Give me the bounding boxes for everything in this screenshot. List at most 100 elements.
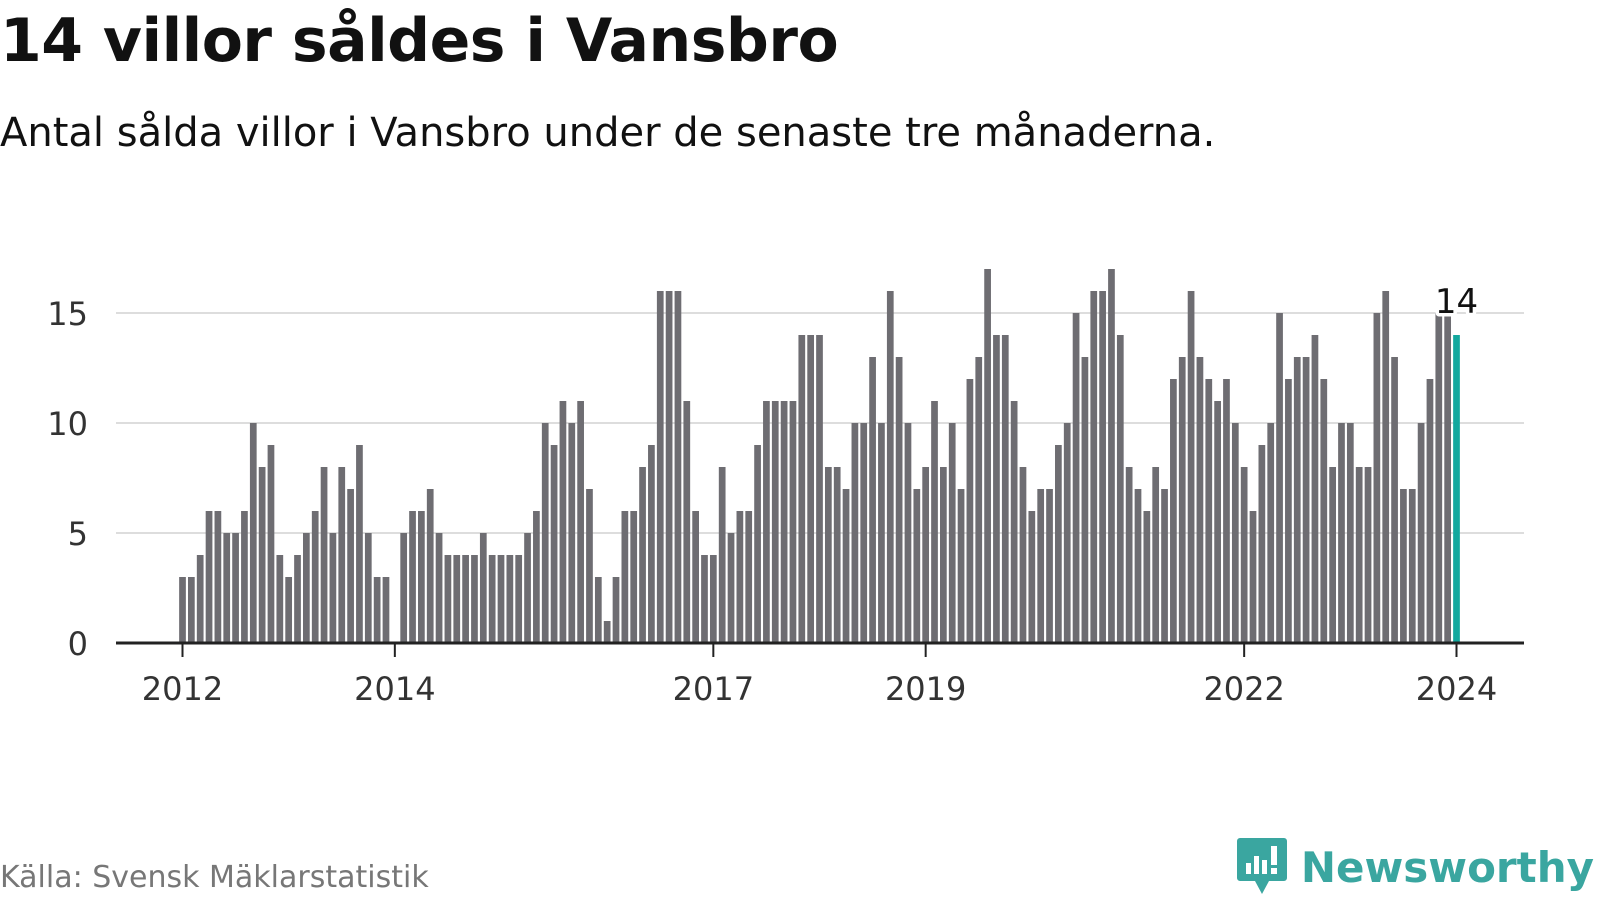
bar [1028, 511, 1036, 643]
bar [798, 335, 806, 643]
bar [1417, 423, 1425, 643]
bar [409, 511, 416, 643]
bar [1285, 379, 1292, 643]
bar [435, 533, 443, 643]
bar [692, 511, 699, 643]
bar [400, 533, 408, 643]
bar [347, 489, 354, 643]
bar [462, 555, 469, 643]
bar [205, 511, 213, 643]
bar [1267, 423, 1275, 643]
bar [586, 489, 593, 643]
bar [559, 401, 567, 643]
bar [621, 511, 629, 643]
bar [1019, 467, 1027, 643]
bar [1382, 291, 1390, 643]
bar [338, 467, 346, 643]
bar [984, 269, 991, 643]
bar [1426, 379, 1434, 643]
bar [630, 511, 638, 643]
bar [1214, 401, 1221, 643]
bar [648, 445, 655, 643]
bar [957, 489, 965, 643]
bar [550, 445, 558, 643]
bar [179, 577, 186, 643]
bar [1072, 313, 1080, 643]
x-tick-label: 2012 [142, 670, 223, 708]
bar [267, 445, 275, 643]
y-tick-label: 15 [47, 295, 88, 333]
bar [1152, 467, 1160, 643]
highlight-data-label: 14 [1435, 282, 1478, 322]
bar [1276, 313, 1283, 643]
bar [524, 533, 531, 643]
bar [594, 577, 602, 643]
bar [426, 489, 434, 643]
bar [816, 335, 823, 643]
bars [179, 269, 1460, 643]
labels: 0 5 10 15 2012 2014 2017 2019 2022 2024 14 [47, 279, 1497, 709]
bar [1400, 489, 1407, 643]
bar [1055, 445, 1062, 643]
bar [364, 533, 372, 643]
bar [745, 511, 753, 643]
bar [1001, 335, 1009, 643]
bar [1196, 357, 1204, 643]
bar [506, 555, 514, 643]
x-tick-label: 2024 [1416, 670, 1497, 708]
bar [1205, 379, 1213, 643]
bar [683, 401, 691, 643]
bar [1338, 423, 1345, 643]
bar [232, 533, 239, 643]
bar [1178, 357, 1186, 643]
bar [223, 533, 231, 643]
bar [922, 467, 930, 643]
bar [1046, 489, 1053, 643]
bar [975, 357, 983, 643]
bar [656, 291, 664, 643]
bar [1063, 423, 1071, 643]
x-tick-label: 2022 [1203, 670, 1284, 708]
bar [541, 423, 549, 643]
bar [1311, 335, 1319, 643]
bar [568, 423, 576, 643]
bar [303, 533, 310, 643]
bar [356, 445, 363, 643]
bar [1116, 335, 1124, 643]
bar [488, 555, 496, 643]
bar [824, 467, 832, 643]
bar [1223, 379, 1230, 643]
source-note: Källa: Svensk Mäklarstatistik [0, 860, 429, 895]
bar [948, 423, 956, 643]
bar [860, 423, 868, 643]
bar [1373, 313, 1381, 643]
bar [258, 467, 266, 643]
x-tick-label: 2017 [673, 670, 754, 708]
bar [276, 555, 284, 643]
chart-title: 14 villor såldes i Vansbro [0, 6, 839, 76]
bar [886, 291, 894, 643]
bar [1090, 291, 1098, 643]
bar [1108, 269, 1115, 643]
bar [1240, 467, 1248, 643]
bar [533, 511, 540, 643]
bar [1435, 313, 1443, 643]
bar [754, 445, 761, 643]
bar [1444, 313, 1452, 643]
chart-subtitle: Antal sålda villor i Vansbro under de se… [0, 110, 1216, 156]
bar [249, 423, 257, 643]
bar [904, 423, 912, 643]
bar [1364, 467, 1372, 643]
bar [931, 401, 938, 643]
bar [763, 401, 770, 643]
bar [497, 555, 505, 643]
bar [1134, 489, 1142, 643]
bar [294, 555, 301, 643]
bar [1258, 445, 1266, 643]
bar [1355, 467, 1363, 643]
bar [736, 511, 744, 643]
bar [1143, 511, 1151, 643]
bar [780, 401, 788, 643]
bar [1329, 467, 1336, 643]
bar [1391, 357, 1398, 643]
